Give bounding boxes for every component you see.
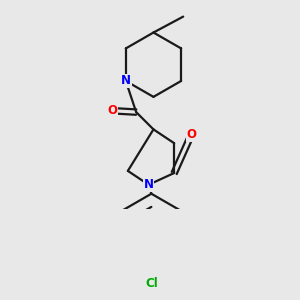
Text: N: N: [121, 74, 131, 88]
Text: N: N: [144, 178, 154, 191]
Text: O: O: [107, 104, 117, 117]
Text: Cl: Cl: [145, 277, 158, 290]
Text: O: O: [187, 128, 196, 141]
